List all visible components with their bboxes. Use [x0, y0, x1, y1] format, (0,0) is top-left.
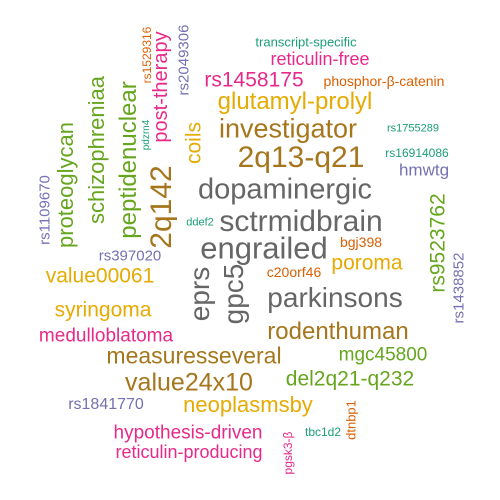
word-transcript-specific: transcript-specific	[255, 34, 357, 50]
word-dtnbp1: dtnbp1	[343, 400, 359, 440]
word-schizophreniaa: schizophreniaa	[84, 76, 109, 224]
word-value00061: value00061	[45, 264, 155, 288]
word-pgsk3-beta: pgsk3-β	[281, 431, 295, 475]
word-hmwtg: hmwtg	[398, 160, 450, 180]
word-rs1755289: rs1755289	[387, 122, 439, 135]
word-rodenthuman: rodenthuman	[267, 318, 409, 345]
word-c20orf46: c20orf46	[266, 264, 322, 280]
word-glutamyl-prolyl: glutamyl-prolyl	[217, 88, 373, 115]
word-investigator: investigator	[218, 113, 358, 144]
word-rs16914086: rs16914086	[385, 146, 449, 160]
word-rs397020: rs397020	[98, 247, 162, 265]
word-parkinsons: parkinsons	[267, 282, 403, 313]
word-2q142: 2q142	[145, 165, 178, 249]
word-measuresseveral: measuresseveral	[106, 342, 282, 369]
word-bgj398: bgj398	[339, 234, 383, 250]
word-gpc5: gpc5	[218, 263, 249, 325]
word-rs2049306: rs2049306	[175, 24, 193, 96]
word-peptidenuclear: peptidenuclear	[115, 81, 142, 239]
word-2q13-q21: 2q13-q21	[237, 141, 365, 174]
word-poroma: poroma	[331, 251, 403, 275]
word-sctrmidbrain: sctrmidbrain	[219, 205, 383, 238]
word-neoplasmsby: neoplasmsby	[183, 392, 313, 417]
word-dopaminergic: dopaminergic	[197, 173, 373, 206]
word-rs1438852: rs1438852	[450, 252, 468, 324]
word-ddef2: ddef2	[186, 216, 214, 229]
word-phosphor-beta-catenin: phosphor-β-catenin	[323, 73, 445, 89]
word-rs1109670: rs1109670	[36, 175, 54, 245]
word-reticulin-free: reticulin-free	[270, 49, 370, 69]
word-value24x10: value24x10	[125, 368, 253, 397]
word-rs9523762: rs9523762	[426, 193, 450, 293]
word-del2q21-q232: del2q21-q232	[285, 367, 415, 391]
word-mgc45800: mgc45800	[338, 344, 428, 366]
word-engrailed: engrailed	[200, 230, 328, 266]
word-hypothesis-driven: hypothesis-driven	[113, 422, 263, 444]
word-medulloblatoma: medulloblatoma	[38, 325, 174, 347]
word-post-therapy: post-therapy	[150, 31, 172, 143]
word-reticulin-producing: reticulin-producing	[115, 442, 263, 462]
word-tbc1d2: tbc1d2	[304, 425, 342, 439]
word-coils: coils	[182, 121, 206, 165]
word-proteoglycan: proteoglycan	[53, 122, 78, 248]
word-syringoma: syringoma	[54, 298, 152, 322]
word-rs1841770: rs1841770	[68, 396, 144, 413]
word-rs1458175: rs1458175	[204, 68, 304, 92]
word-pdzrn4: pdzrn4	[141, 119, 152, 151]
word-eprs: eprs	[184, 266, 215, 322]
